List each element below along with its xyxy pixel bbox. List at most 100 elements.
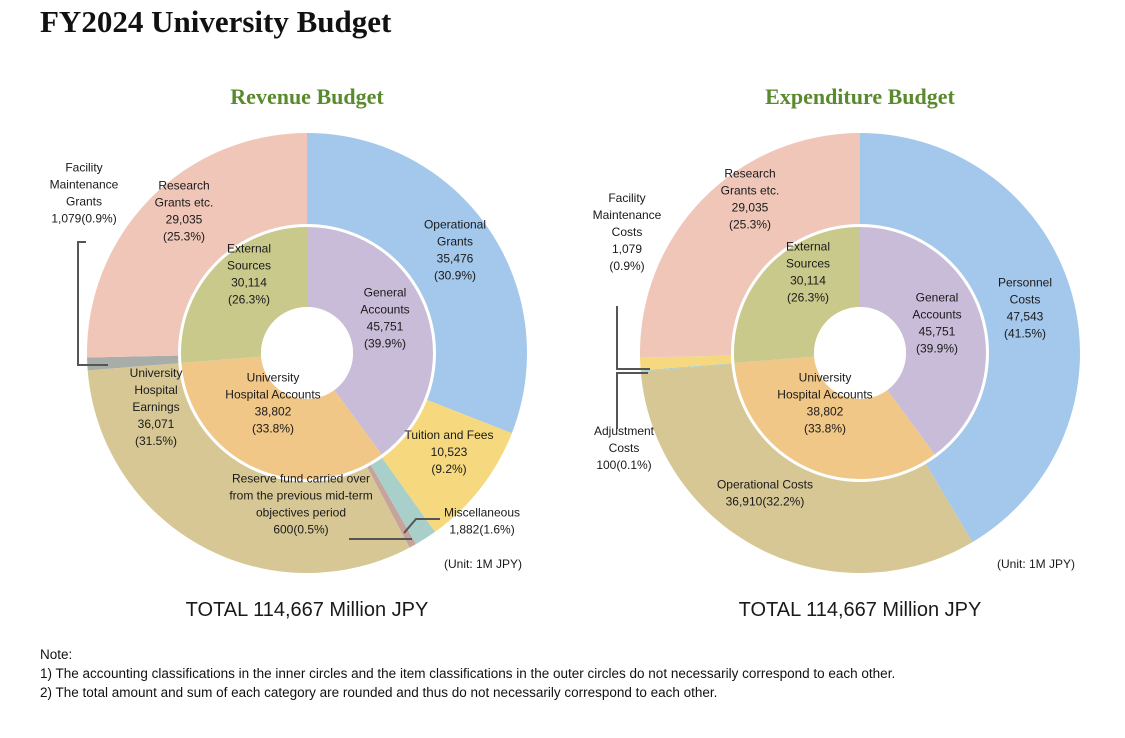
inner-slice-external-sources xyxy=(181,227,307,363)
inner-label-line: General xyxy=(364,286,407,300)
inner-label-general-accounts: General Accounts 45,751 (39.9%) xyxy=(912,291,961,356)
outer-label-line: Maintenance xyxy=(50,178,119,192)
inner-label-line: (33.8%) xyxy=(252,422,294,436)
outer-label-line: Operational Costs xyxy=(717,478,813,492)
outer-slice-facility-maintenance-costs xyxy=(640,355,735,371)
revenue-unit-label: (Unit: 1M JPY) xyxy=(444,557,522,571)
outer-label-line: 1,882(1.6%) xyxy=(449,523,514,537)
outer-label-line: Maintenance xyxy=(593,208,662,222)
outer-label-personnel-costs: Personnel Costs 47,543 (41.5%) xyxy=(998,276,1052,341)
outer-label-line: Earnings xyxy=(132,400,179,414)
outer-label-miscellaneous: Miscellaneous 1,882(1.6%) xyxy=(444,506,520,537)
inner-slice-general-accounts xyxy=(307,227,434,455)
inner-label-line: 30,114 xyxy=(790,274,826,288)
outer-slice-research-grants-etc xyxy=(87,133,307,358)
outer-label-adjustment-costs: Adjustment Costs 100(0.1%) xyxy=(594,424,655,472)
outer-label-line: Costs xyxy=(609,441,640,455)
inner-label-line: 45,751 xyxy=(367,320,404,334)
inner-label-line: External xyxy=(786,240,830,254)
outer-label-line: Grants xyxy=(437,235,473,249)
outer-label-line: 10,523 xyxy=(431,445,468,459)
outer-label-line: Reserve fund carried over xyxy=(232,472,370,486)
inner-label-line: 45,751 xyxy=(919,325,956,339)
revenue-total: TOTAL 114,667 Million JPY xyxy=(186,599,429,621)
outer-label-operational-costs: Operational Costs 36,910(32.2%) xyxy=(717,478,813,509)
leader-line xyxy=(77,241,108,366)
outer-label-facility-maintenance-grants: Facility Maintenance Grants 1,079(0.9%) xyxy=(50,161,119,226)
inner-label-line: External xyxy=(227,242,271,256)
outer-label-line: 1,079(0.9%) xyxy=(51,212,116,226)
inner-label-line: University xyxy=(247,371,300,385)
outer-label-line: (30.9%) xyxy=(434,269,476,283)
expenditure-budget-chart: Expenditure Budget Personnel Costs 47,543 (… xyxy=(593,84,1080,621)
inner-slice-university-hospital-accounts xyxy=(181,356,382,480)
outer-slice-operational-grants xyxy=(307,133,527,434)
outer-label-line: 35,476 xyxy=(437,252,474,266)
inner-label-line: Accounts xyxy=(360,303,409,317)
leader-line xyxy=(616,372,648,429)
outer-label-line: Operational xyxy=(424,218,486,232)
inner-slice-external-sources xyxy=(734,227,860,363)
outer-label-line: Facility xyxy=(608,191,645,205)
inner-label-university-hospital-accounts: University Hospital Accounts 38,802 (33.8%) xyxy=(777,371,872,436)
outer-slice-tuition-and-fees xyxy=(380,398,512,532)
inner-label-line: (26.3%) xyxy=(787,291,829,305)
inner-label-line: Sources xyxy=(227,259,271,273)
outer-label-line: 29,035 xyxy=(732,201,769,215)
inner-label-line: Sources xyxy=(786,257,830,271)
outer-label-line: University xyxy=(130,366,183,380)
outer-label-line: (0.9%) xyxy=(609,259,644,273)
inner-label-line: Accounts xyxy=(912,308,961,322)
outer-label-line: (9.2%) xyxy=(431,462,466,476)
inner-label-line: (39.9%) xyxy=(364,337,406,351)
outer-label-line: objectives period xyxy=(256,506,346,520)
outer-label-line: Hospital xyxy=(134,383,177,397)
inner-label-line: Hospital Accounts xyxy=(777,388,872,402)
leader-line xyxy=(616,306,650,370)
outer-slice-personnel-costs xyxy=(860,133,1080,543)
outer-label-line: 100(0.1%) xyxy=(596,458,651,472)
outer-slice-adjustment-costs xyxy=(640,362,735,372)
outer-slice-miscellaneous xyxy=(369,455,436,545)
expenditure-chart-title: Expenditure Budget xyxy=(765,84,955,109)
revenue-chart-title: Revenue Budget xyxy=(230,84,384,109)
outer-slice-research-grants-etc xyxy=(640,133,860,358)
outer-label-line: 36,071 xyxy=(138,417,175,431)
outer-label-line: (41.5%) xyxy=(1004,327,1046,341)
outer-label-line: Grants etc. xyxy=(155,196,214,210)
outer-label-line: Research xyxy=(724,167,775,181)
inner-slice-university-hospital-accounts xyxy=(734,356,935,480)
expenditure-unit-label: (Unit: 1M JPY) xyxy=(997,557,1075,571)
outer-label-operational-grants: Operational Grants 35,476 (30.9%) xyxy=(424,218,486,283)
leader-line xyxy=(403,518,440,534)
outer-slice-reserve-fund-carried-over-from-the-previous-mid-term-objectives-period xyxy=(365,462,416,548)
outer-label-line: 600(0.5%) xyxy=(273,523,328,537)
outer-label-line: Personnel xyxy=(998,276,1052,290)
notes-heading: Note: xyxy=(40,647,73,662)
outer-label-line: 1,079 xyxy=(612,242,642,256)
outer-label-line: (25.3%) xyxy=(729,218,771,232)
outer-label-tuition-and-fees: Tuition and Fees 10,523 (9.2%) xyxy=(405,428,494,476)
outer-label-line: (25.3%) xyxy=(163,230,205,244)
inner-label-external-sources: External Sources 30,114 (26.3%) xyxy=(227,242,271,307)
outer-label-line: Research xyxy=(158,179,209,193)
inner-label-line: 38,802 xyxy=(255,405,292,419)
page-title: FY2024 University Budget xyxy=(40,4,392,39)
outer-label-line: Adjustment xyxy=(594,424,655,438)
outer-label-line: 47,543 xyxy=(1007,310,1044,324)
outer-label-line: from the previous mid-term xyxy=(229,489,372,503)
expenditure-total: TOTAL 114,667 Million JPY xyxy=(739,599,982,621)
inner-label-line: University xyxy=(799,371,852,385)
outer-label-line: Grants xyxy=(66,195,102,209)
inner-label-line: General xyxy=(916,291,959,305)
inner-label-line: (39.9%) xyxy=(916,342,958,356)
outer-label-line: Tuition and Fees xyxy=(405,428,494,442)
center-hole xyxy=(261,307,353,399)
outer-label-research-grants-etc: Research Grants etc. 29,035 (25.3%) xyxy=(155,179,214,244)
outer-label-university-hospital-earnings: University Hospital Earnings 36,071 (31.5%) xyxy=(130,366,183,448)
inner-label-external-sources: External Sources 30,114 (26.3%) xyxy=(786,240,830,305)
revenue-budget-chart: Revenue Budget Operational Grants 35,476 (3… xyxy=(50,84,527,621)
inner-label-university-hospital-accounts: University Hospital Accounts 38,802 (33.8%) xyxy=(225,371,320,436)
outer-label-line: Facility xyxy=(65,161,102,175)
